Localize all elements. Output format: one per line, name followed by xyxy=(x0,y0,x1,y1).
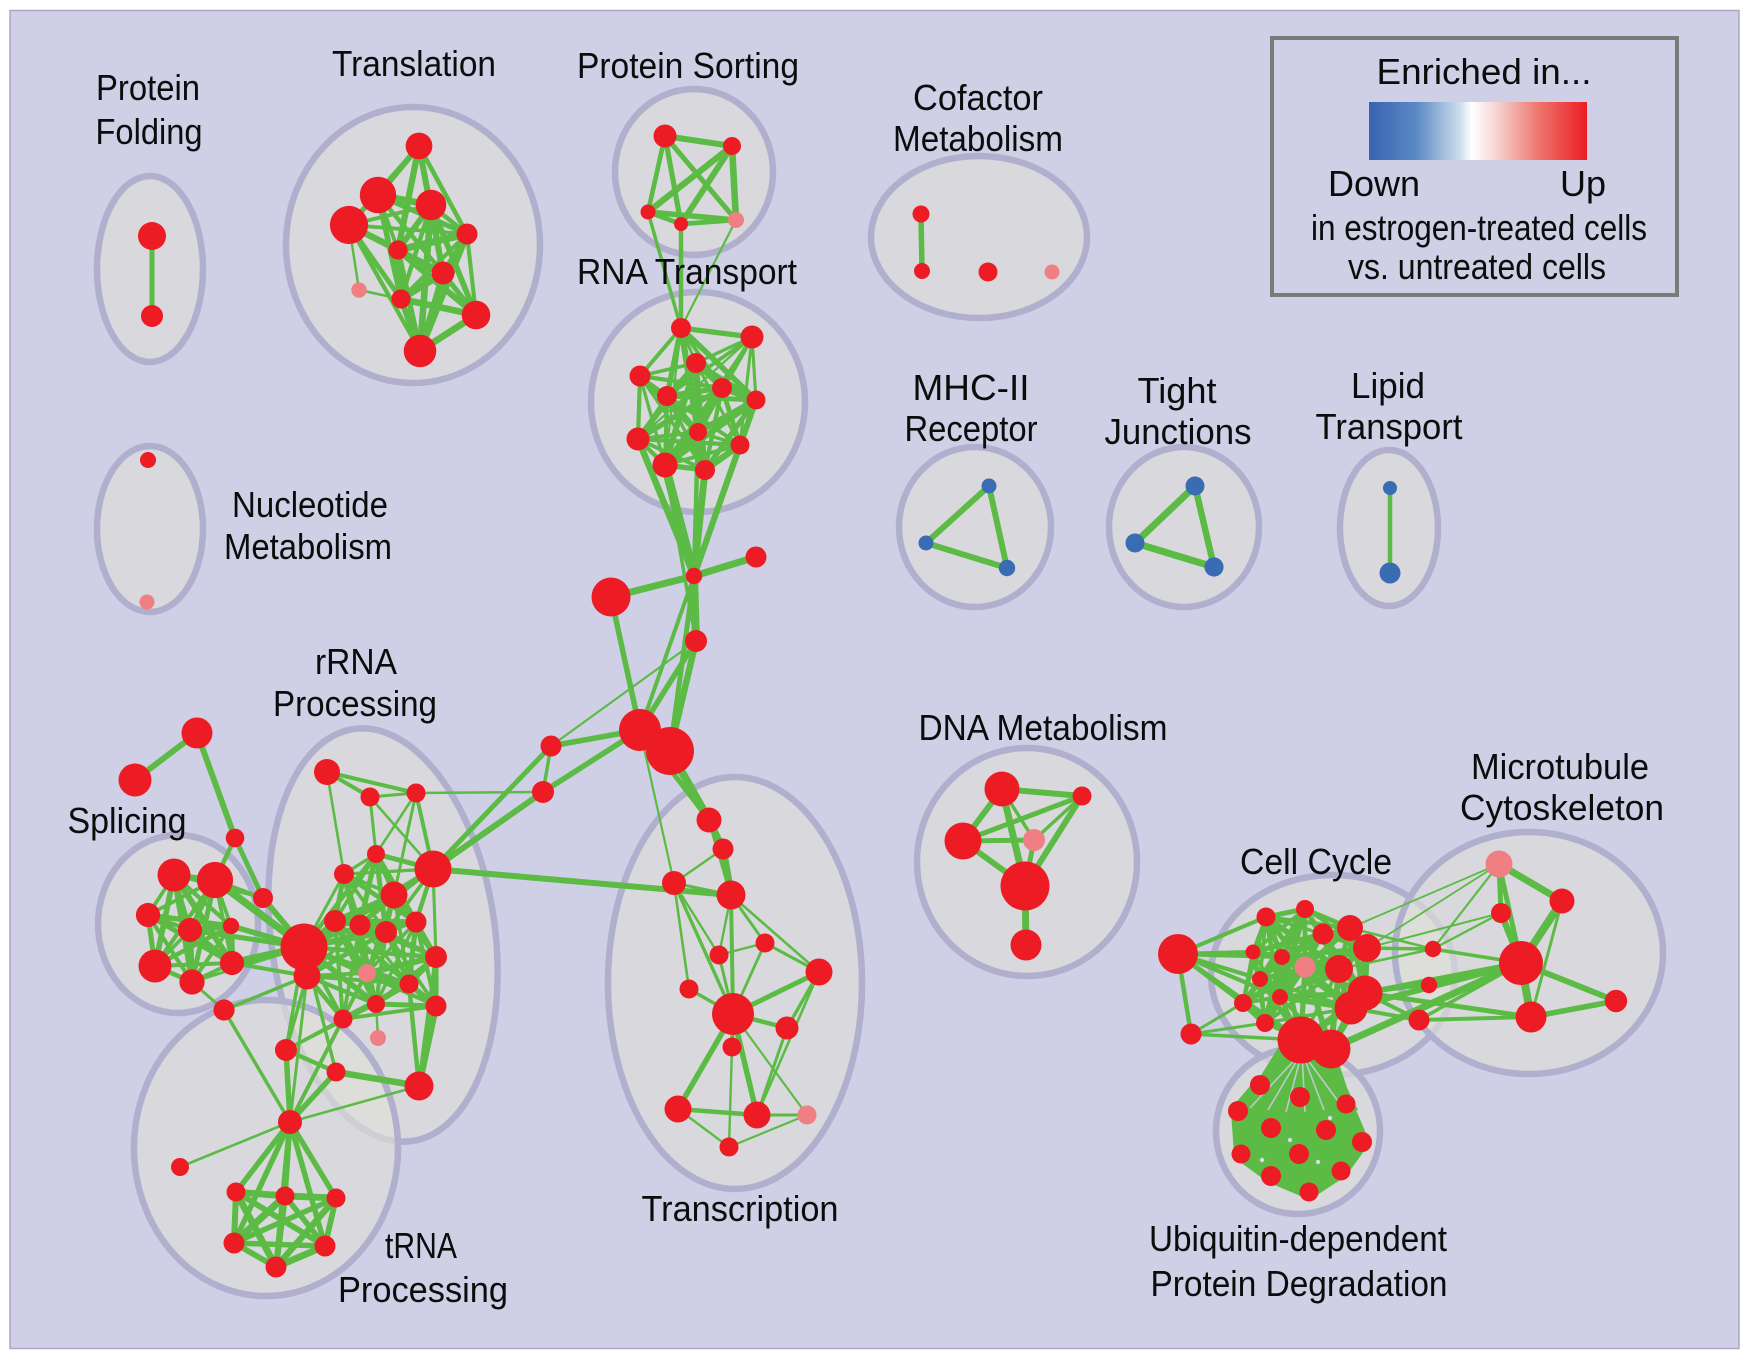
svg-text:Down: Down xyxy=(1328,163,1420,204)
svg-text:in estrogen-treated cells: in estrogen-treated cells xyxy=(1311,207,1647,248)
svg-text:Nucleotide: Nucleotide xyxy=(232,484,388,525)
svg-text:Transport: Transport xyxy=(1316,406,1463,447)
svg-text:Ubiquitin-dependent: Ubiquitin-dependent xyxy=(1149,1218,1447,1259)
svg-text:Translation: Translation xyxy=(332,43,496,84)
svg-text:Processing: Processing xyxy=(273,683,437,724)
svg-text:Junctions: Junctions xyxy=(1105,411,1252,452)
svg-text:MHC-II: MHC-II xyxy=(913,367,1030,408)
svg-text:Processing: Processing xyxy=(338,1269,508,1310)
svg-text:Enriched in...: Enriched in... xyxy=(1377,51,1592,92)
svg-text:Cell Cycle: Cell Cycle xyxy=(1240,841,1392,882)
svg-text:tRNA: tRNA xyxy=(385,1225,457,1266)
svg-text:Metabolism: Metabolism xyxy=(224,526,392,567)
svg-text:Lipid: Lipid xyxy=(1351,365,1425,406)
svg-text:DNA Metabolism: DNA Metabolism xyxy=(919,707,1168,748)
svg-text:rRNA: rRNA xyxy=(315,641,397,682)
svg-text:Protein Degradation: Protein Degradation xyxy=(1151,1263,1448,1304)
svg-text:RNA Transport: RNA Transport xyxy=(577,251,797,292)
svg-text:Receptor: Receptor xyxy=(905,408,1038,449)
svg-text:Folding: Folding xyxy=(96,111,203,152)
svg-text:Microtubule: Microtubule xyxy=(1471,746,1649,787)
svg-text:Metabolism: Metabolism xyxy=(893,118,1063,159)
svg-text:Tight: Tight xyxy=(1138,370,1217,411)
svg-text:Cytoskeleton: Cytoskeleton xyxy=(1460,787,1664,828)
svg-text:Transcription: Transcription xyxy=(642,1188,839,1229)
svg-text:Up: Up xyxy=(1560,163,1606,204)
svg-text:Cofactor: Cofactor xyxy=(913,77,1043,118)
svg-text:Protein Sorting: Protein Sorting xyxy=(577,45,799,86)
svg-text:vs. untreated cells: vs. untreated cells xyxy=(1348,246,1606,287)
svg-text:Splicing: Splicing xyxy=(68,800,187,841)
svg-text:Protein: Protein xyxy=(96,67,200,108)
